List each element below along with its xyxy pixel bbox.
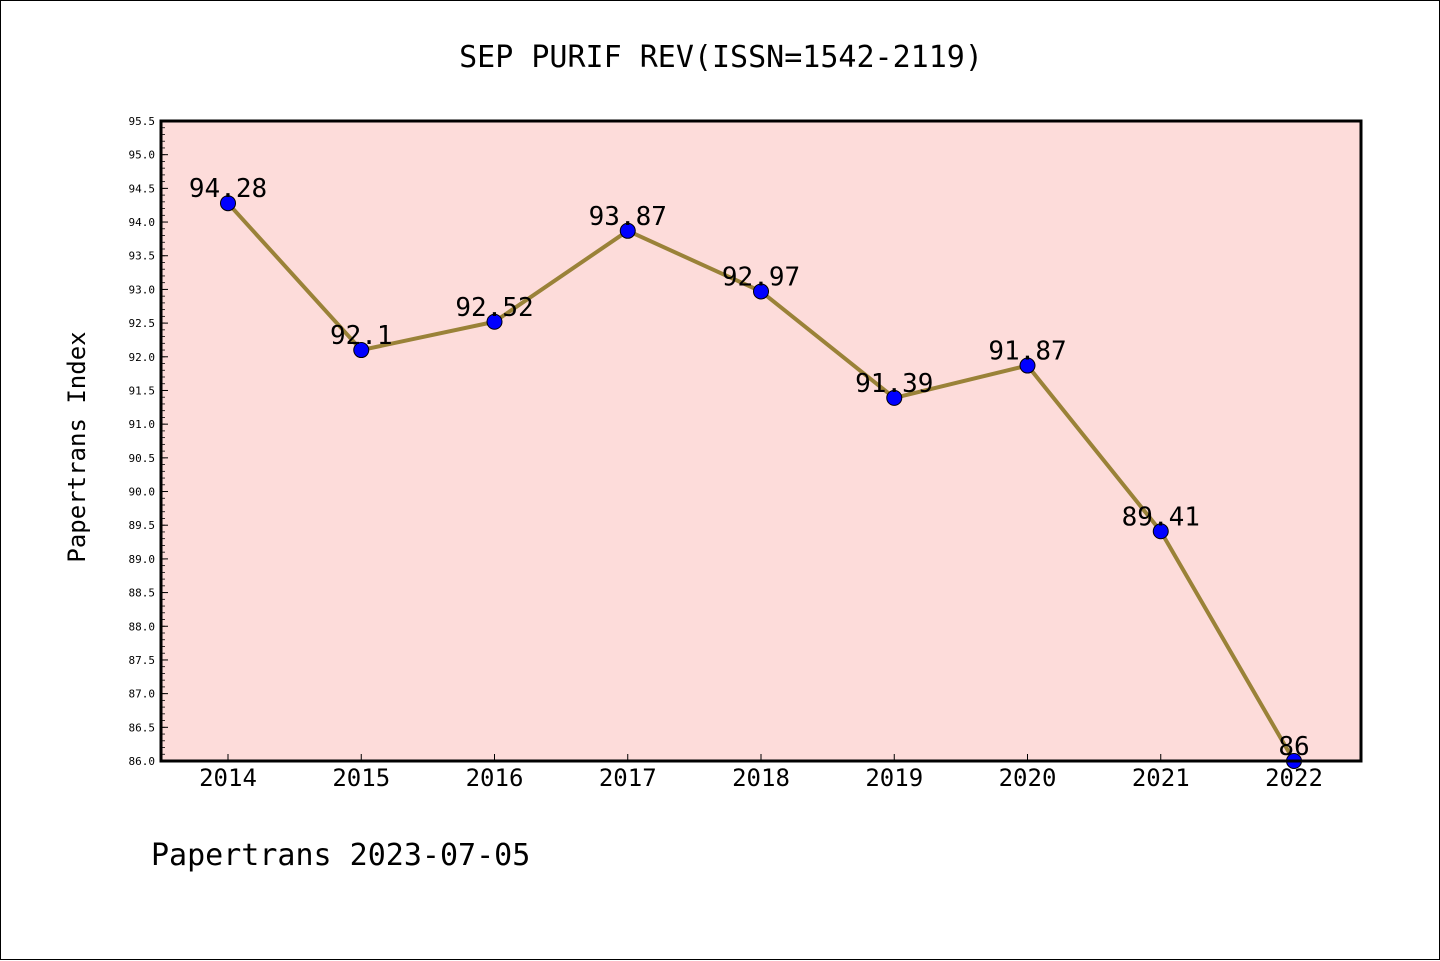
y-tick-label: 87.5 bbox=[129, 654, 156, 667]
x-tick-label: 2020 bbox=[999, 764, 1057, 792]
data-points bbox=[220, 195, 1302, 769]
data-point bbox=[486, 313, 503, 330]
x-tick-label: 2018 bbox=[732, 764, 790, 792]
plot-border bbox=[159, 119, 1363, 763]
y-tick-label: 87.0 bbox=[129, 688, 156, 701]
footer-date: Papertrans 2023-07-05 bbox=[151, 838, 530, 873]
data-point bbox=[1019, 357, 1036, 374]
x-tick-label: 2019 bbox=[865, 764, 923, 792]
data-label: 92.52 bbox=[455, 293, 533, 323]
y-tick-label: 95.0 bbox=[129, 149, 156, 162]
data-label: 91.39 bbox=[855, 369, 933, 399]
data-label: 86 bbox=[1278, 732, 1309, 762]
x-tick-label: 2016 bbox=[466, 764, 524, 792]
y-tick-label: 86.5 bbox=[129, 721, 156, 734]
x-tick-label: 2015 bbox=[332, 764, 390, 792]
data-label: 92.1 bbox=[330, 321, 393, 351]
data-label: 91.87 bbox=[988, 337, 1066, 367]
y-axis-label: Papertrans Index bbox=[63, 331, 91, 562]
y-tick-label: 91.0 bbox=[129, 418, 156, 431]
y-tick-label: 91.5 bbox=[129, 384, 156, 397]
y-tick-label: 88.5 bbox=[129, 587, 156, 600]
y-axis: 86.0 86.5 87.0 87.5 88.0 88.5 89.0 89.5 90.0 90.5… bbox=[129, 115, 168, 768]
data-point bbox=[753, 283, 769, 300]
data-point bbox=[1152, 523, 1169, 540]
data-labels: 94.28 92.1 92.52 93.87 92.97 91.39 91.87 89.41 8… bbox=[189, 174, 1310, 762]
y-tick-label: 88.0 bbox=[129, 620, 156, 633]
y-tick-label: 93.0 bbox=[129, 283, 156, 296]
data-point bbox=[619, 222, 636, 239]
y-tick-label: 92.0 bbox=[129, 351, 156, 364]
y-tick-label: 86.0 bbox=[129, 755, 156, 768]
y-tick-label: 89.5 bbox=[129, 519, 156, 532]
x-axis: 2014 2015 2016 2017 2018 2019 2020 2021 2022 bbox=[199, 754, 1323, 792]
data-label: 93.87 bbox=[589, 202, 667, 232]
y-tick-label: 90.5 bbox=[129, 452, 156, 465]
y-tick-label: 94.5 bbox=[129, 182, 156, 195]
y-tick-label: 95.5 bbox=[129, 115, 156, 128]
data-label: 92.97 bbox=[722, 262, 800, 292]
data-point bbox=[886, 389, 903, 406]
y-tick-label: 92.5 bbox=[129, 317, 156, 330]
chart-title: SEP PURIF REV(ISSN=1542-2119) bbox=[459, 40, 983, 75]
x-tick-label: 2017 bbox=[599, 764, 657, 792]
data-point bbox=[353, 342, 370, 359]
x-tick-label: 2014 bbox=[199, 764, 257, 792]
data-label: 89.41 bbox=[1122, 502, 1200, 532]
y-tick-label: 90.0 bbox=[129, 486, 156, 499]
data-label: 94.28 bbox=[189, 174, 267, 204]
y-tick-label: 93.5 bbox=[129, 250, 156, 263]
y-tick-label: 89.0 bbox=[129, 553, 156, 566]
y-tick-label: 94.0 bbox=[129, 216, 156, 229]
data-point bbox=[220, 195, 236, 212]
x-tick-label: 2021 bbox=[1132, 764, 1190, 792]
plot-area bbox=[161, 121, 1361, 761]
